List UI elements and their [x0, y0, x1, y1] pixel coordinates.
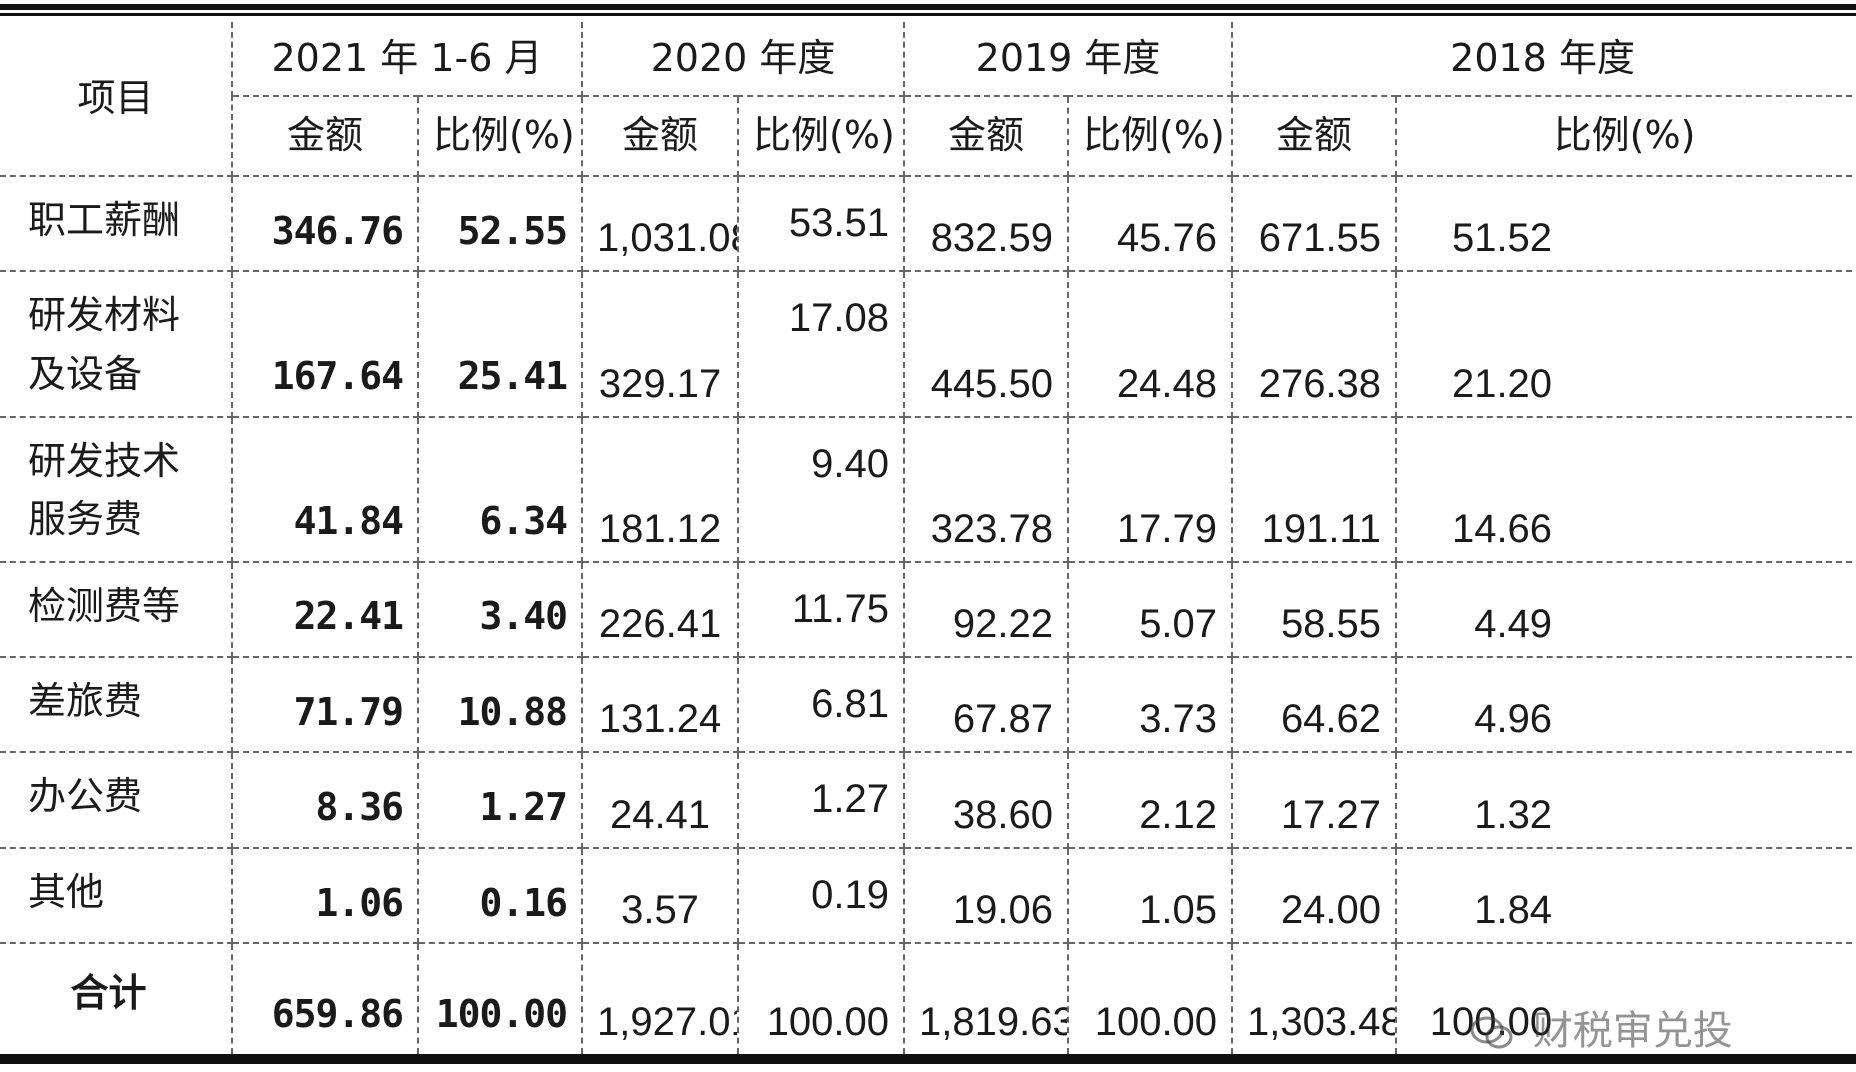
amount-2019: 92.22 — [903, 560, 1070, 659]
ratio-2021h1: 6.34 — [416, 415, 584, 563]
ratio-2018: 14.66 — [1395, 415, 1853, 563]
table-row: 其他 1.06 0.16 3.57 0.19 19.06 1.05 24.00 … — [0, 846, 1853, 945]
amount-header: 金额 — [903, 94, 1070, 177]
period-header-2021h1: 2021 年 1-6 月 — [230, 22, 584, 97]
total-amount-2021h1: 659.86 — [231, 942, 419, 1054]
amount-2019: 67.87 — [903, 656, 1070, 754]
amount-2018: 17.27 — [1231, 751, 1398, 849]
amount-2018: 64.62 — [1231, 656, 1398, 754]
ratio-2019: 2.12 — [1067, 751, 1234, 849]
ratio-2020: 11.75 — [737, 560, 906, 659]
amount-2021h1: 1.06 — [231, 846, 419, 945]
ratio-2020: 9.40 — [737, 415, 906, 563]
amount-header: 金额 — [232, 94, 419, 177]
amount-2021h1: 22.41 — [231, 560, 419, 659]
ratio-2021h1: 52.55 — [416, 174, 584, 273]
ratio-2020: 6.81 — [737, 656, 906, 754]
amount-2020: 24.41 — [581, 751, 740, 849]
ratio-2020: 1.27 — [737, 751, 906, 849]
ratio-2020: 17.08 — [737, 270, 906, 418]
ratio-2020: 0.19 — [737, 846, 906, 945]
amount-2021h1: 41.84 — [231, 415, 419, 563]
ratio-2021h1: 3.40 — [416, 560, 584, 659]
amount-2019: 832.59 — [903, 174, 1070, 273]
amount-2019: 38.60 — [903, 751, 1070, 849]
top-rule — [0, 4, 1856, 16]
ratio-2020: 53.51 — [737, 174, 906, 273]
total-ratio-2018: 100.00 — [1395, 942, 1853, 1054]
ratio-2019: 5.07 — [1067, 560, 1234, 659]
ratio-2021h1: 25.41 — [416, 270, 584, 418]
item-header: 项目 — [0, 22, 233, 177]
total-amount-2019: 1,819.63 — [903, 942, 1070, 1054]
amount-2020: 226.41 — [581, 560, 740, 659]
amount-2019: 323.78 — [903, 415, 1070, 563]
period-header-2020: 2020 年度 — [581, 22, 906, 97]
bottom-rule — [0, 1054, 1856, 1064]
total-row: 合计 659.86 100.00 1,927.01 100.00 1,819.6… — [0, 942, 1853, 1054]
ratio-header: 比例(%) — [737, 94, 906, 177]
total-label: 合计 — [0, 942, 233, 1054]
amount-2020: 329.17 — [581, 270, 740, 418]
row-item-label: 检测费等 — [0, 560, 233, 659]
row-item-label: 办公费 — [0, 751, 233, 849]
ratio-2019: 45.76 — [1067, 174, 1234, 273]
table-row: 职工薪酬 346.76 52.55 1,031.08 53.51 832.59 … — [0, 174, 1853, 273]
ratio-2018: 4.49 — [1395, 560, 1853, 659]
amount-2021h1: 71.79 — [231, 656, 419, 754]
table-row: 研发技术服务费 41.84 6.34 181.12 9.40 323.78 17… — [0, 415, 1853, 563]
ratio-2018: 1.84 — [1395, 846, 1853, 945]
total-amount-2020: 1,927.01 — [581, 942, 740, 1054]
amount-2018: 58.55 — [1231, 560, 1398, 659]
rd-expense-table: 项目 2021 年 1-6 月 2020 年度 2019 年度 2018 年度 … — [0, 22, 1853, 1054]
ratio-2018: 21.20 — [1395, 270, 1853, 418]
row-item-label: 研发技术服务费 — [0, 415, 233, 563]
table-row: 研发材料及设备 167.64 25.41 329.17 17.08 445.50… — [0, 270, 1853, 418]
amount-2020: 3.57 — [581, 846, 740, 945]
amount-2019: 19.06 — [903, 846, 1070, 945]
ratio-2019: 3.73 — [1067, 656, 1234, 754]
amount-2018: 276.38 — [1231, 270, 1398, 418]
row-item-label: 职工薪酬 — [0, 174, 233, 273]
ratio-2021h1: 1.27 — [416, 751, 584, 849]
ratio-2018: 1.32 — [1395, 751, 1853, 849]
amount-2021h1: 8.36 — [231, 751, 419, 849]
amount-2018: 671.55 — [1231, 174, 1398, 273]
ratio-2021h1: 10.88 — [416, 656, 584, 754]
period-header-2019: 2019 年度 — [903, 22, 1234, 97]
ratio-2019: 24.48 — [1067, 270, 1234, 418]
amount-2020: 1,031.08 — [581, 174, 740, 273]
table-row: 检测费等 22.41 3.40 226.41 11.75 92.22 5.07 … — [0, 560, 1853, 659]
amount-2021h1: 167.64 — [231, 270, 419, 418]
total-ratio-2020: 100.00 — [737, 942, 906, 1054]
ratio-2021h1: 0.16 — [416, 846, 584, 945]
row-item-label: 其他 — [0, 846, 233, 945]
row-item-label: 研发材料及设备 — [0, 270, 233, 418]
amount-2019: 445.50 — [903, 270, 1070, 418]
ratio-2019: 1.05 — [1067, 846, 1234, 945]
amount-header: 金额 — [1231, 94, 1398, 177]
ratio-2018: 4.96 — [1395, 656, 1853, 754]
amount-2018: 191.11 — [1231, 415, 1398, 563]
amount-2020: 131.24 — [581, 656, 740, 754]
ratio-2018: 51.52 — [1395, 174, 1853, 273]
amount-2020: 181.12 — [581, 415, 740, 563]
ratio-2019: 17.79 — [1067, 415, 1234, 563]
total-amount-2018: 1,303.48 — [1231, 942, 1398, 1054]
ratio-header: 比例(%) — [1067, 94, 1234, 177]
total-ratio-2019: 100.00 — [1067, 942, 1234, 1054]
table-row: 差旅费 71.79 10.88 131.24 6.81 67.87 3.73 6… — [0, 656, 1853, 754]
row-item-label: 差旅费 — [0, 656, 233, 754]
total-ratio-2021h1: 100.00 — [416, 942, 584, 1054]
period-header-2018: 2018 年度 — [1231, 22, 1853, 97]
table-row: 办公费 8.36 1.27 24.41 1.27 38.60 2.12 17.2… — [0, 751, 1853, 849]
ratio-header: 比例(%) — [1395, 94, 1853, 177]
amount-header: 金额 — [581, 94, 740, 177]
amount-2018: 24.00 — [1231, 846, 1398, 945]
amount-2021h1: 346.76 — [231, 174, 419, 273]
ratio-header: 比例(%) — [416, 94, 584, 177]
